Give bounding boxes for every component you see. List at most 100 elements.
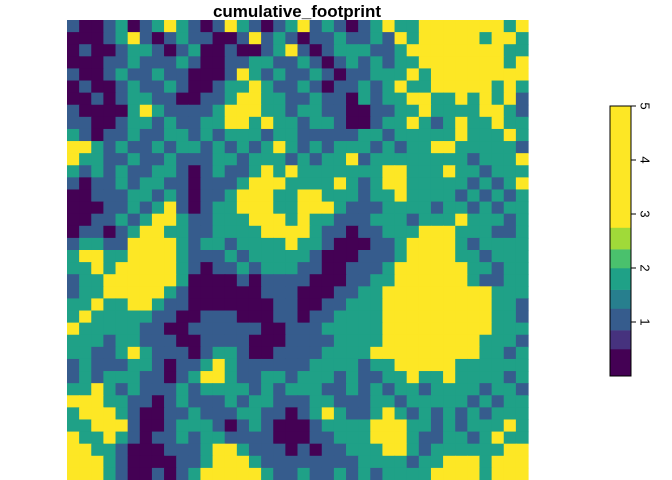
raster-cell	[103, 322, 117, 336]
raster-cell	[67, 346, 80, 360]
raster-cell	[188, 32, 202, 45]
raster-cell	[236, 443, 250, 457]
raster-cell	[212, 286, 226, 300]
raster-cell	[285, 201, 299, 215]
raster-cell	[236, 431, 250, 445]
raster-cell	[151, 455, 165, 469]
raster-cell	[358, 310, 371, 324]
raster-cell	[188, 346, 202, 360]
raster-cell	[212, 298, 226, 312]
raster-cell	[455, 68, 468, 82]
raster-cell	[188, 419, 202, 433]
raster-cell	[236, 201, 250, 215]
raster-cell	[224, 104, 238, 118]
raster-cell	[79, 177, 92, 191]
raster-cell	[67, 141, 80, 154]
raster-cell	[358, 443, 371, 457]
raster-cell	[503, 371, 517, 384]
raster-cell	[333, 274, 347, 287]
raster-cell	[139, 116, 153, 130]
raster-cell	[479, 334, 493, 348]
raster-cell	[224, 92, 238, 106]
raster-cell	[91, 419, 104, 433]
raster-cell	[309, 201, 323, 215]
raster-cell	[127, 383, 141, 396]
raster-cell	[455, 250, 468, 263]
raster-cell	[479, 56, 493, 70]
raster-cell	[224, 237, 238, 251]
raster-cell	[236, 116, 250, 130]
raster-cell	[127, 274, 141, 287]
raster-cell	[151, 177, 165, 191]
raster-cell	[164, 44, 177, 57]
raster-cell	[139, 44, 153, 57]
raster-cell	[503, 20, 517, 33]
raster-cell	[467, 153, 481, 166]
raster-cell	[321, 213, 335, 227]
raster-cell	[127, 467, 141, 480]
raster-cell	[491, 189, 505, 203]
raster-cell	[164, 32, 177, 45]
raster-cell	[443, 310, 456, 324]
raster-cell	[139, 371, 153, 384]
raster-cell	[309, 92, 323, 106]
raster-cell	[151, 153, 165, 166]
raster-cell	[224, 153, 238, 166]
raster-cell	[224, 334, 238, 348]
raster-cell	[273, 177, 286, 191]
raster-cell	[418, 104, 432, 118]
raster-cell	[321, 371, 335, 384]
raster-cell	[236, 407, 250, 421]
raster-cell	[430, 20, 444, 33]
raster-cell	[67, 80, 80, 94]
raster-cell	[297, 20, 311, 33]
raster-cell	[139, 128, 153, 142]
raster-cell	[430, 32, 444, 45]
raster-cell	[139, 358, 153, 372]
raster-cell	[164, 225, 177, 239]
raster-cell	[127, 407, 141, 421]
raster-cell	[115, 225, 129, 239]
raster-cell	[139, 395, 153, 408]
raster-cell	[151, 68, 165, 82]
raster-cell	[164, 455, 177, 469]
raster-cell	[515, 455, 529, 469]
raster-cell	[139, 225, 153, 239]
raster-cell	[285, 431, 299, 445]
raster-cell	[418, 298, 432, 312]
raster-cell	[261, 237, 274, 251]
raster-cell	[321, 80, 335, 94]
raster-cell	[115, 92, 129, 106]
raster-cell	[248, 467, 262, 480]
raster-cell	[212, 177, 226, 191]
raster-cell	[103, 44, 117, 57]
raster-cell	[370, 68, 384, 82]
raster-cell	[297, 128, 311, 142]
raster-cell	[455, 189, 468, 203]
raster-cell	[394, 44, 408, 57]
raster-cell	[103, 201, 117, 215]
raster-cell	[151, 213, 165, 227]
raster-cell	[394, 56, 408, 70]
raster-cell	[333, 455, 347, 469]
raster-cell	[139, 334, 153, 348]
raster-cell	[261, 165, 274, 178]
raster-cell	[79, 165, 92, 178]
raster-cell	[455, 455, 468, 469]
raster-cell	[443, 358, 456, 372]
raster-cell	[394, 250, 408, 263]
raster-cell	[491, 68, 505, 82]
raster-cell	[443, 20, 456, 33]
raster-cell	[418, 407, 432, 421]
raster-cell	[333, 92, 347, 106]
raster-cell	[418, 467, 432, 480]
raster-cell	[406, 262, 420, 275]
raster-cell	[370, 177, 384, 191]
raster-cell	[176, 225, 189, 239]
raster-cell	[515, 225, 529, 239]
raster-cell	[467, 395, 481, 408]
raster-cell	[491, 407, 505, 421]
raster-cell	[176, 443, 189, 457]
raster-cell	[115, 371, 129, 384]
raster-cell	[127, 431, 141, 445]
